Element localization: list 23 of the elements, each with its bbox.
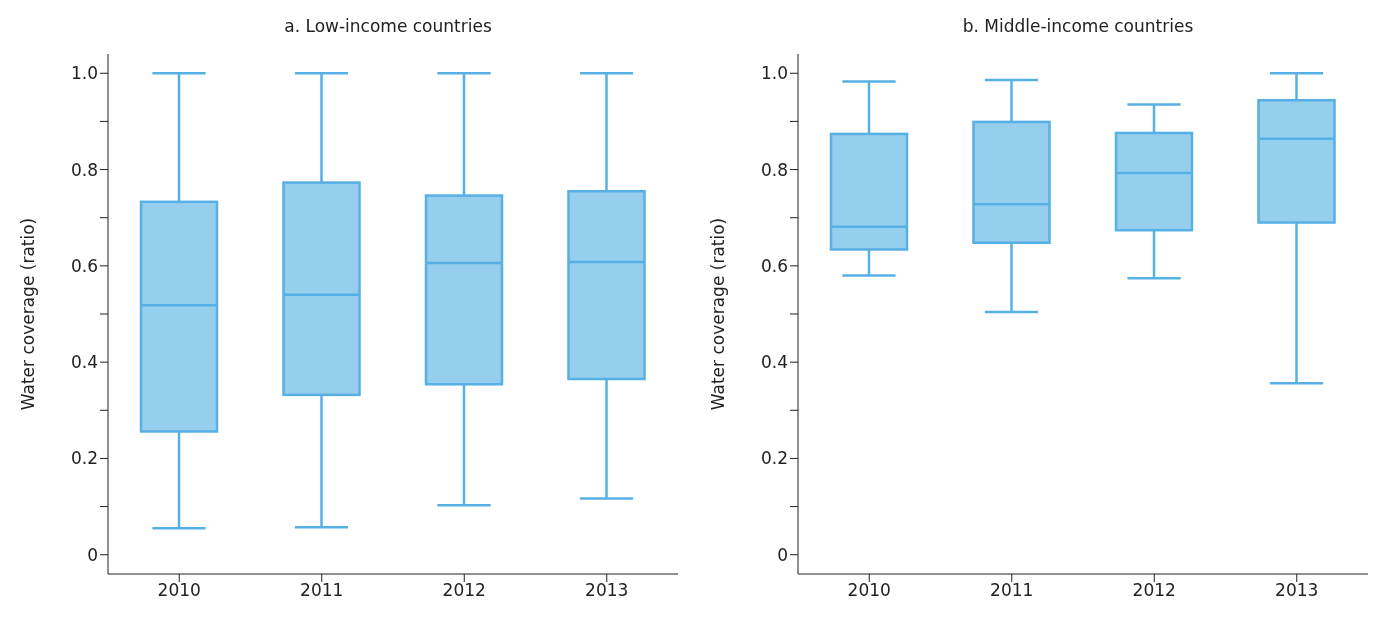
y-tick-label: 0.2 (760, 448, 788, 469)
chart-title: b. Middle-income countries (961, 15, 1195, 38)
y-tick-label: 1.0 (760, 63, 788, 84)
y-tick-label: 0 (777, 544, 788, 565)
x-tick-label: 2013 (585, 580, 629, 601)
x-tick-label: 2013 (1275, 580, 1319, 601)
y-tick-label: 0.8 (760, 159, 788, 180)
x-tick-label: 2010 (847, 580, 891, 601)
x-tick-label: 2012 (442, 580, 486, 601)
x-tick-label: 2011 (990, 580, 1034, 601)
x-tick-label: 2010 (157, 580, 201, 601)
chart-title: a. Low-income countries (283, 15, 493, 38)
y-tick-label: 0.8 (70, 159, 98, 180)
y-tick-label: 0.6 (760, 255, 788, 276)
y-tick-label: 0 (87, 544, 98, 565)
x-tick-label: 2011 (300, 580, 344, 601)
y-tick-label: 0.4 (760, 352, 788, 373)
y-axis-title: Water coverage (ratio) (708, 217, 729, 411)
y-tick-label: 0.6 (70, 255, 98, 276)
y-tick-label: 0.4 (70, 352, 98, 373)
y-axis-title: Water coverage (ratio) (18, 217, 39, 411)
y-tick-label: 1.0 (70, 63, 98, 84)
x-tick-label: 2012 (1132, 580, 1176, 601)
